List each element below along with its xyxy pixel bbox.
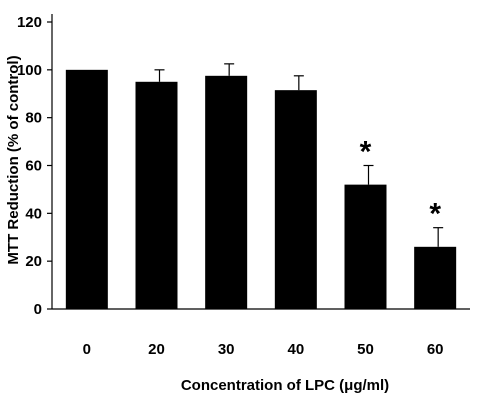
x-tick-label: 20 — [148, 341, 165, 358]
y-tick-label: 60 — [25, 158, 42, 175]
bar — [135, 81, 178, 310]
x-tick-label: 50 — [357, 341, 374, 358]
axes — [47, 14, 470, 310]
y-axis-title: MTT Reduction (% of control) — [5, 55, 22, 264]
bar — [344, 184, 387, 309]
y-tick-label: 100 — [17, 62, 42, 79]
y-tick-label: 80 — [25, 110, 42, 127]
bar — [414, 246, 457, 309]
significance-marker: * — [360, 136, 372, 169]
x-tick-label: 30 — [218, 341, 235, 358]
x-tick-label: 0 — [83, 341, 91, 358]
y-tick-label: 40 — [25, 205, 42, 222]
x-tick-label: 40 — [287, 341, 304, 358]
bars — [65, 69, 457, 310]
y-tick-label: 0 — [34, 301, 42, 318]
labels: 0 20 40 60 80 100 120 0 20 30 40 50 * 60 * — [17, 14, 444, 358]
bar — [65, 69, 108, 309]
bar — [274, 90, 317, 309]
x-tick-label: 60 — [427, 341, 444, 358]
y-tick-label: 20 — [25, 253, 42, 270]
bar — [205, 75, 248, 309]
x-axis-title: Concentration of LPC (μg/ml) — [181, 377, 389, 394]
y-tick-label: 120 — [17, 14, 42, 31]
significance-marker: * — [429, 198, 441, 231]
error-bars — [154, 63, 444, 247]
